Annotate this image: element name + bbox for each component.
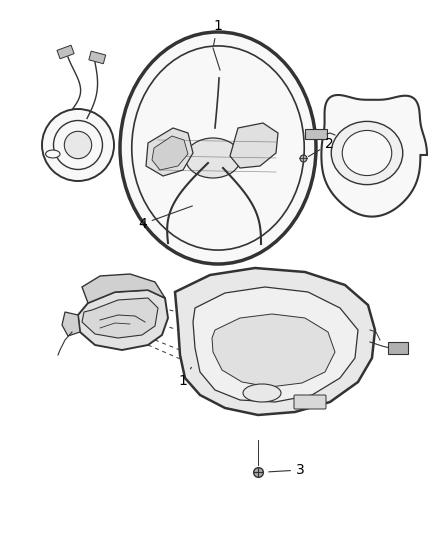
Text: 4: 4 bbox=[138, 206, 192, 231]
FancyBboxPatch shape bbox=[57, 45, 74, 59]
Polygon shape bbox=[321, 95, 427, 216]
Polygon shape bbox=[230, 123, 278, 168]
Polygon shape bbox=[152, 136, 188, 170]
Text: 1: 1 bbox=[178, 367, 191, 388]
Polygon shape bbox=[146, 128, 193, 176]
Bar bbox=[305, 129, 327, 139]
FancyBboxPatch shape bbox=[89, 51, 106, 64]
Circle shape bbox=[42, 109, 114, 181]
Ellipse shape bbox=[132, 46, 304, 250]
Ellipse shape bbox=[186, 138, 240, 178]
Circle shape bbox=[53, 120, 102, 169]
Circle shape bbox=[64, 131, 92, 159]
Text: 1: 1 bbox=[213, 19, 222, 45]
Polygon shape bbox=[62, 312, 80, 336]
Text: 3: 3 bbox=[269, 463, 305, 477]
Ellipse shape bbox=[46, 150, 60, 158]
Ellipse shape bbox=[342, 131, 392, 175]
FancyBboxPatch shape bbox=[294, 395, 326, 409]
Polygon shape bbox=[175, 268, 375, 415]
Polygon shape bbox=[82, 274, 165, 303]
Ellipse shape bbox=[331, 122, 403, 184]
Ellipse shape bbox=[120, 32, 316, 264]
Polygon shape bbox=[193, 287, 358, 402]
Bar bbox=[388, 342, 408, 354]
Polygon shape bbox=[82, 298, 158, 338]
Polygon shape bbox=[78, 290, 168, 350]
Text: 2: 2 bbox=[308, 137, 334, 157]
Polygon shape bbox=[212, 314, 335, 387]
Ellipse shape bbox=[243, 384, 281, 402]
